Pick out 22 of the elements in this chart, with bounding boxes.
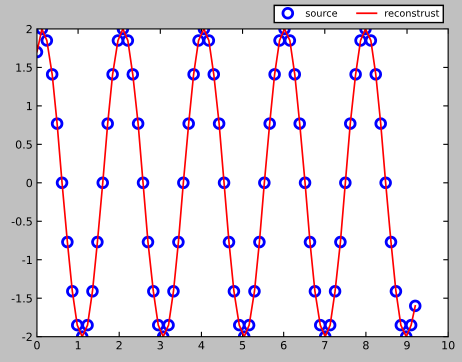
y-tick-label: -1 bbox=[22, 256, 32, 264]
x-tick-label: 10 bbox=[442, 341, 454, 350]
y-tick-label: -0.5 bbox=[12, 217, 32, 226]
legend-label: reconstrust bbox=[385, 10, 440, 17]
y-tick-label: -1.5 bbox=[12, 294, 32, 303]
x-tick-label: 8 bbox=[363, 341, 369, 350]
x-tick-label: 6 bbox=[280, 341, 287, 350]
y-tick-label: 0.5 bbox=[16, 140, 32, 149]
y-tick-label: 1.5 bbox=[16, 64, 32, 72]
y-tick-label: 0 bbox=[26, 178, 32, 188]
x-tick-label: 5 bbox=[240, 341, 246, 350]
y-tick-label: 2 bbox=[26, 24, 32, 34]
x-tick-label: 3 bbox=[158, 341, 163, 350]
y-tick-label: 1 bbox=[26, 102, 32, 110]
legend-label: source bbox=[306, 11, 338, 17]
x-tick-label: 4 bbox=[198, 341, 204, 350]
x-tick-label: 1 bbox=[76, 341, 81, 350]
x-tick-label: 0 bbox=[34, 341, 40, 350]
x-tick-label: 9 bbox=[404, 341, 410, 350]
x-tick-label: 2 bbox=[116, 341, 122, 350]
x-tick-label: 7 bbox=[322, 341, 328, 350]
y-tick-label: -2 bbox=[22, 332, 32, 341]
